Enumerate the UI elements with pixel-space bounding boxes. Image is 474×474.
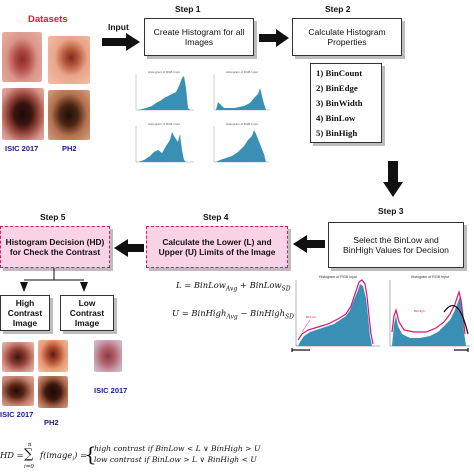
step3-to-step4-arrow-icon [293, 235, 325, 253]
isic-sample-image-1 [2, 32, 42, 82]
ph2-sample-image-2 [48, 90, 90, 140]
property-binedge: 2) BinEdge [316, 83, 358, 93]
step4-to-step5-arrow-icon [114, 239, 144, 257]
step4-label: Step 4 [203, 212, 229, 222]
low-contrast-isic-label: ISIC 2017 [94, 386, 128, 395]
high-contrast-box: High Contrast Image [0, 295, 50, 331]
step3-plot-title-2: Histogram of RGB Input [411, 275, 449, 279]
step1-text: Create Histogram for all Images [153, 26, 245, 47]
high-contrast-isic-image-2 [2, 376, 34, 406]
step4-box: Calculate the Lower (L) and Upper (U) Li… [146, 226, 288, 268]
formula-upper-limit: U = BinHighAvg − BinHighSD [172, 308, 294, 321]
hd-formula: HD = n ∑ i=0 f(imagei) = { high contrast… [0, 442, 261, 470]
step5-label: Step 5 [40, 212, 66, 222]
hd-case-high: high contrast if BinLow < L ∨ BinHigh > … [94, 444, 261, 453]
step3-plot-title-1: Histogram of RGB Input [319, 275, 357, 279]
high-contrast-text: High Contrast Image [7, 297, 43, 329]
step1-box: Create Histogram for all Images [144, 18, 254, 56]
svg-text:BinHigh: BinHigh [414, 309, 425, 313]
svg-text:Histogram of RGB Input: Histogram of RGB Input [226, 70, 258, 74]
step1-label: Step 1 [175, 4, 201, 14]
input-arrow-icon [102, 33, 140, 51]
step3-text: Select the BinLow and BinHigh Values for… [343, 234, 449, 255]
step1-histogram-1: Histogram of RGB Input [124, 68, 202, 116]
isic-sample-image-2 [2, 88, 44, 140]
high-contrast-isic-label: ISIC 2017 [0, 410, 34, 419]
ph2-sample-image-1 [48, 36, 90, 84]
svg-text:Histogram of RGB Input: Histogram of RGB Input [226, 122, 258, 126]
decision-branch-lines [20, 268, 88, 292]
step3-histogram-2: Histogram of RGB Input BinHigh [384, 272, 474, 356]
formula-lower-limit: L = BinLowAvg + BinLowSD [176, 280, 291, 293]
high-contrast-ph2-image [38, 340, 68, 372]
ph2-label: PH2 [62, 144, 77, 153]
high-contrast-ph2-image-2 [38, 376, 68, 408]
step2-properties-box [310, 63, 382, 143]
step5-text: Histogram Decision (HD) for Check the Co… [5, 236, 105, 257]
step1-histogram-4: Histogram of RGB Input [204, 120, 276, 168]
low-contrast-text: Low Contrast Image [69, 297, 105, 329]
svg-text:Histogram of RGB Input: Histogram of RGB Input [148, 70, 180, 74]
step4-text: Calculate the Lower (L) and Upper (U) Li… [158, 236, 276, 257]
step2-text: Calculate Histogram Properties [308, 26, 386, 47]
high-contrast-ph2-label: PH2 [44, 418, 59, 427]
step1-to-step2-arrow-icon [259, 29, 289, 47]
hd-case-low: low contrast if BinLow > L ∨ BinHigh < U [94, 455, 257, 464]
step2-box: Calculate Histogram Properties [292, 18, 402, 56]
high-contrast-isic-image [2, 342, 34, 372]
svg-text:Histogram of RGB Input: Histogram of RGB Input [148, 122, 180, 126]
property-binlow: 4) BinLow [316, 113, 356, 123]
step1-histogram-2: Histogram of RGB Input [204, 68, 276, 116]
step3-histogram-1: Histogram of RGB Input BinLow [288, 272, 384, 356]
step5-box: Histogram Decision (HD) for Check the Co… [0, 226, 110, 268]
isic-2017-label: ISIC 2017 [5, 144, 39, 153]
svg-text:BinLow: BinLow [306, 315, 317, 319]
step3-label: Step 3 [378, 206, 404, 216]
datasets-title: Datasets [28, 14, 68, 25]
low-contrast-isic-image [94, 340, 122, 372]
step1-histogram-3: Histogram of RGB Input [124, 120, 202, 168]
step3-box: Select the BinLow and BinHigh Values for… [328, 222, 464, 268]
low-contrast-box: Low Contrast Image [60, 295, 114, 331]
property-binwidth: 3) BinWidth [316, 98, 363, 108]
property-bincount: 1) BinCount [316, 68, 363, 78]
step2-to-step3-arrow-icon [383, 161, 403, 197]
input-label: Input [108, 22, 129, 32]
step2-label: Step 2 [325, 4, 351, 14]
property-binhigh: 5) BinHigh [316, 128, 358, 138]
